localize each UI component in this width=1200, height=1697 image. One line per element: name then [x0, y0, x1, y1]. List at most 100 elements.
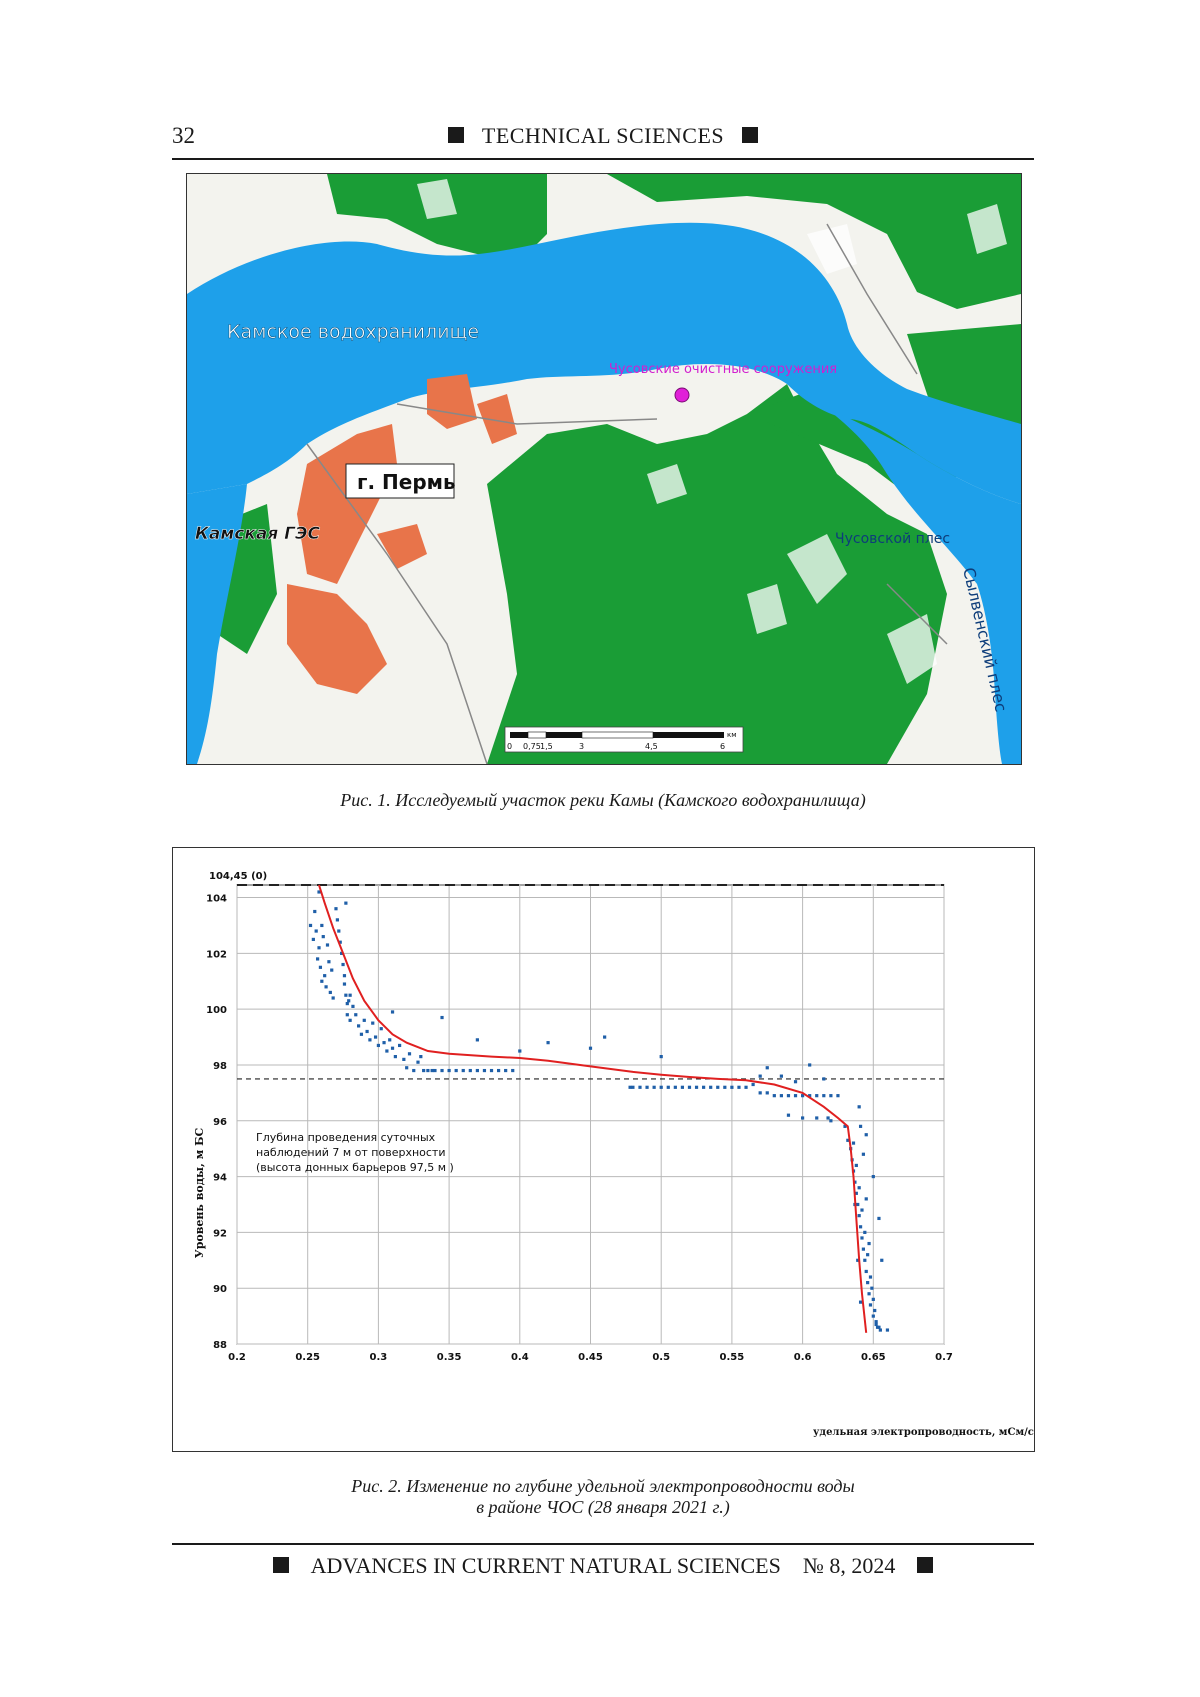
measurement-point	[351, 1005, 354, 1008]
page-header: 32 TECHNICAL SCIENCES	[172, 118, 1034, 160]
issue-number: № 8, 2024	[803, 1553, 896, 1578]
measurement-point	[469, 1069, 472, 1072]
measurement-point	[859, 1301, 862, 1304]
measurement-point	[337, 929, 340, 932]
measurement-point	[780, 1094, 783, 1097]
measurement-point	[462, 1069, 465, 1072]
measurement-point	[405, 1066, 408, 1069]
top-level-label: 104,45 (0)	[209, 871, 267, 882]
figure-2-caption: Рис. 2. Изменение по глубине удельной эл…	[172, 1476, 1034, 1518]
x-tick-label: 0.4	[511, 1352, 529, 1363]
measurement-point	[343, 982, 346, 985]
square-bullet-icon	[273, 1557, 289, 1573]
label-reservoir: Камское водохранилище	[227, 321, 479, 343]
measurement-point	[862, 1248, 865, 1251]
measurement-point	[382, 1041, 385, 1044]
measurement-point	[780, 1075, 783, 1078]
y-tick-label: 102	[206, 949, 227, 960]
measurement-point	[346, 1013, 349, 1016]
measurement-point	[877, 1217, 880, 1220]
measurement-point	[332, 996, 335, 999]
scale-bar: 0 0,75 1,5 3 4,5 6 км	[505, 727, 743, 752]
measurement-point	[787, 1114, 790, 1117]
scale-tick: 0	[507, 742, 512, 751]
measurement-point	[349, 994, 352, 997]
measurement-point	[815, 1116, 818, 1119]
measurement-point	[866, 1281, 869, 1284]
measurement-point	[628, 1086, 631, 1089]
measurement-point	[440, 1016, 443, 1019]
measurement-point	[344, 902, 347, 905]
measurement-point	[354, 1013, 357, 1016]
measurement-point	[875, 1320, 878, 1323]
measurement-point	[766, 1091, 769, 1094]
measurement-point	[398, 1044, 401, 1047]
measurement-point	[858, 1105, 861, 1108]
figure-2-chart: 0.20.250.30.350.40.450.50.550.60.650.788…	[172, 847, 1035, 1452]
measurement-point	[859, 1225, 862, 1228]
measurement-point	[752, 1083, 755, 1086]
square-bullet-icon	[917, 1557, 933, 1573]
measurement-point	[826, 1116, 829, 1119]
measurement-point	[344, 994, 347, 997]
scale-tick: 1,5	[540, 742, 553, 751]
measurement-point	[869, 1275, 872, 1278]
measurement-point	[426, 1069, 429, 1072]
measurement-point	[681, 1086, 684, 1089]
measurement-point	[852, 1142, 855, 1145]
figure-2-caption-line-2: в районе ЧОС (28 января 2021 г.)	[172, 1497, 1034, 1518]
figure-1-map: Камское водохранилище Чусовские очистные…	[186, 173, 1022, 765]
measurement-point	[371, 1022, 374, 1025]
measurement-point	[385, 1049, 388, 1052]
measurement-point	[872, 1175, 875, 1178]
measurement-point	[511, 1069, 514, 1072]
measurement-point	[886, 1328, 889, 1331]
measurement-point	[329, 991, 332, 994]
section-title: TECHNICAL SCIENCES	[172, 123, 1034, 149]
measurement-point	[323, 974, 326, 977]
measurement-point	[455, 1069, 458, 1072]
measurement-point	[391, 1047, 394, 1050]
measurement-point	[309, 924, 312, 927]
measurement-point	[319, 966, 322, 969]
measurement-point	[320, 924, 323, 927]
measurement-point	[343, 974, 346, 977]
measurement-point	[315, 929, 318, 932]
measurement-point	[829, 1094, 832, 1097]
measurement-point	[865, 1197, 868, 1200]
scale-tick: 6	[720, 742, 725, 751]
measurement-point	[412, 1069, 415, 1072]
x-tick-label: 0.6	[794, 1352, 812, 1363]
measurement-point	[377, 1044, 380, 1047]
measurement-point	[759, 1091, 762, 1094]
measurement-point	[589, 1047, 592, 1050]
y-tick-label: 94	[213, 1173, 227, 1184]
measurement-point	[876, 1326, 879, 1329]
measurement-point	[862, 1153, 865, 1156]
scale-tick: 0,75	[523, 742, 541, 751]
section-title-text: TECHNICAL SCIENCES	[482, 123, 724, 148]
measurement-point	[320, 980, 323, 983]
measurement-point	[808, 1063, 811, 1066]
square-bullet-icon	[448, 127, 464, 143]
y-tick-label: 96	[213, 1117, 227, 1128]
x-tick-label: 0.7	[935, 1352, 953, 1363]
measurement-point	[326, 943, 329, 946]
measurement-point	[822, 1094, 825, 1097]
measurement-point	[744, 1086, 747, 1089]
measurement-point	[737, 1086, 740, 1089]
chart-points	[309, 890, 889, 1331]
measurement-point	[858, 1186, 861, 1189]
measurement-point	[794, 1080, 797, 1083]
measurement-point	[476, 1038, 479, 1041]
measurement-point	[653, 1086, 656, 1089]
annotation-text: Глубина проведения суточных наблюдений 7…	[256, 1131, 454, 1174]
label-reach-1: Чусовской плес	[835, 531, 950, 547]
measurement-point	[312, 938, 315, 941]
measurement-point	[870, 1287, 873, 1290]
measurement-point	[860, 1208, 863, 1211]
measurement-point	[408, 1052, 411, 1055]
measurement-point	[875, 1323, 878, 1326]
annotation-line-1: Глубина проведения суточных	[256, 1131, 436, 1144]
label-treatment-plant: Чусовские очистные сооружения	[609, 362, 837, 377]
